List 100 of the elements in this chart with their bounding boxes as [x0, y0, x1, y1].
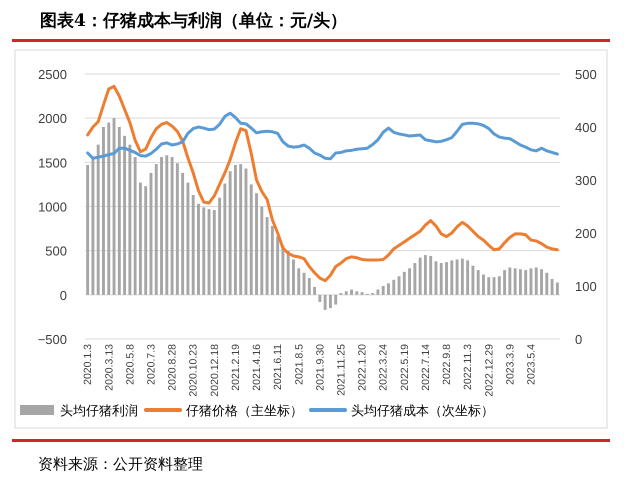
- bar: [138, 182, 142, 295]
- bar: [492, 277, 496, 295]
- x-tick-label: 2022.1.20: [356, 344, 369, 391]
- bar: [387, 283, 390, 295]
- bar: [334, 294, 338, 305]
- bar: [308, 278, 311, 295]
- x-tick-label: 2023.3.9: [504, 344, 516, 385]
- bar: [318, 294, 322, 302]
- bar: [530, 268, 532, 295]
- x-tick-label: 2021.6.11: [272, 344, 284, 390]
- bar: [292, 260, 295, 295]
- bar: [96, 144, 100, 295]
- bar: [160, 157, 163, 295]
- bar: [86, 164, 90, 295]
- text: 资料来源：公开资料整理: [38, 455, 203, 473]
- bar: [460, 258, 464, 295]
- x-tick-label: 2021.4.16: [251, 344, 264, 391]
- bar: [413, 263, 416, 295]
- bar: [286, 250, 290, 295]
- bar: [276, 236, 280, 295]
- bar: [508, 267, 512, 295]
- bar: [434, 261, 438, 295]
- bar: [429, 256, 432, 295]
- bar: [197, 204, 200, 295]
- bar: [350, 290, 353, 295]
- bar: [244, 168, 248, 295]
- bar: [234, 164, 237, 295]
- bar: [482, 274, 485, 295]
- line-series: [86, 84, 559, 282]
- bar: [550, 278, 554, 295]
- bar: [518, 269, 522, 295]
- bar: [445, 262, 448, 295]
- bar: [376, 290, 380, 295]
- bar: [424, 255, 427, 295]
- bar: [328, 294, 332, 308]
- legend-label: 仔猪价格（主坐标）: [186, 403, 303, 419]
- y2-tick-label: 100: [575, 279, 597, 294]
- legend-label: 头均仔猪利润: [60, 404, 138, 419]
- bar: [450, 260, 454, 295]
- bar: [466, 260, 470, 295]
- bar: [228, 171, 232, 295]
- bar: [471, 266, 474, 295]
- bar: [398, 276, 400, 295]
- bar: [239, 164, 242, 295]
- bar: [545, 272, 548, 295]
- y2-tick-label: 500: [575, 67, 597, 82]
- bar: [134, 157, 137, 295]
- y2-tick-label: 300: [575, 173, 597, 188]
- chart-title: 图表4：仔猪成本与利润（单位：元/头）: [40, 11, 348, 31]
- y-tick-label: 500: [45, 244, 67, 259]
- bar: [503, 270, 506, 295]
- x-tick-label: 2023.5.4: [525, 344, 538, 385]
- bar: [524, 270, 528, 295]
- x-tick-label: 2022.11.3: [462, 344, 474, 390]
- bar: [514, 268, 517, 295]
- x-tick-label: 2020.3.13: [103, 344, 116, 391]
- bar: [181, 172, 184, 295]
- bar: [360, 292, 364, 295]
- x-tick-label: 2022.7.14: [420, 344, 432, 391]
- y-tick-label: 0: [60, 288, 67, 303]
- bar: [270, 226, 274, 295]
- bar: [91, 157, 94, 295]
- y-tick-label: 2000: [38, 111, 67, 126]
- bar: [418, 258, 422, 295]
- x-tick-label: 2020.10.23: [188, 344, 200, 397]
- x-tick-label: 2020.8.28: [166, 344, 179, 391]
- bar: [208, 209, 210, 295]
- bar: [165, 155, 168, 295]
- y2-tick-label: 0: [575, 332, 582, 347]
- bar: [176, 163, 179, 295]
- y2-tick-label: 200: [575, 226, 597, 241]
- bar: [212, 210, 216, 295]
- y-tick-label: 1500: [38, 155, 67, 170]
- x-tick-label: 2020.1.3: [82, 344, 94, 385]
- bar: [128, 144, 132, 295]
- bar: [192, 195, 195, 295]
- bar: [144, 186, 148, 295]
- bar: [223, 184, 226, 295]
- bar: [382, 286, 385, 295]
- x-tick-label: 2021.9.30: [314, 344, 326, 391]
- x-tick-label: 2020.7.3: [145, 344, 158, 385]
- bar: [402, 272, 406, 295]
- y-tick-label: 2500: [38, 67, 67, 82]
- bar: [255, 193, 258, 295]
- line-series: [86, 112, 559, 160]
- bar: [540, 269, 543, 295]
- y-tick-label: 1000: [38, 200, 67, 214]
- bar: [102, 127, 105, 295]
- bar: [186, 182, 190, 295]
- bar: [313, 286, 316, 295]
- bar: [150, 172, 152, 295]
- bar: [324, 294, 327, 310]
- legend-label: 头均仔猪成本（次坐标）: [351, 404, 494, 419]
- bar: [302, 272, 306, 295]
- y-tick-label: −500: [38, 332, 67, 347]
- bar: [112, 118, 116, 295]
- x-tick-label: 2021.8.5: [293, 344, 306, 385]
- bar: [266, 217, 269, 295]
- bar: [456, 260, 459, 295]
- bar: [218, 198, 222, 295]
